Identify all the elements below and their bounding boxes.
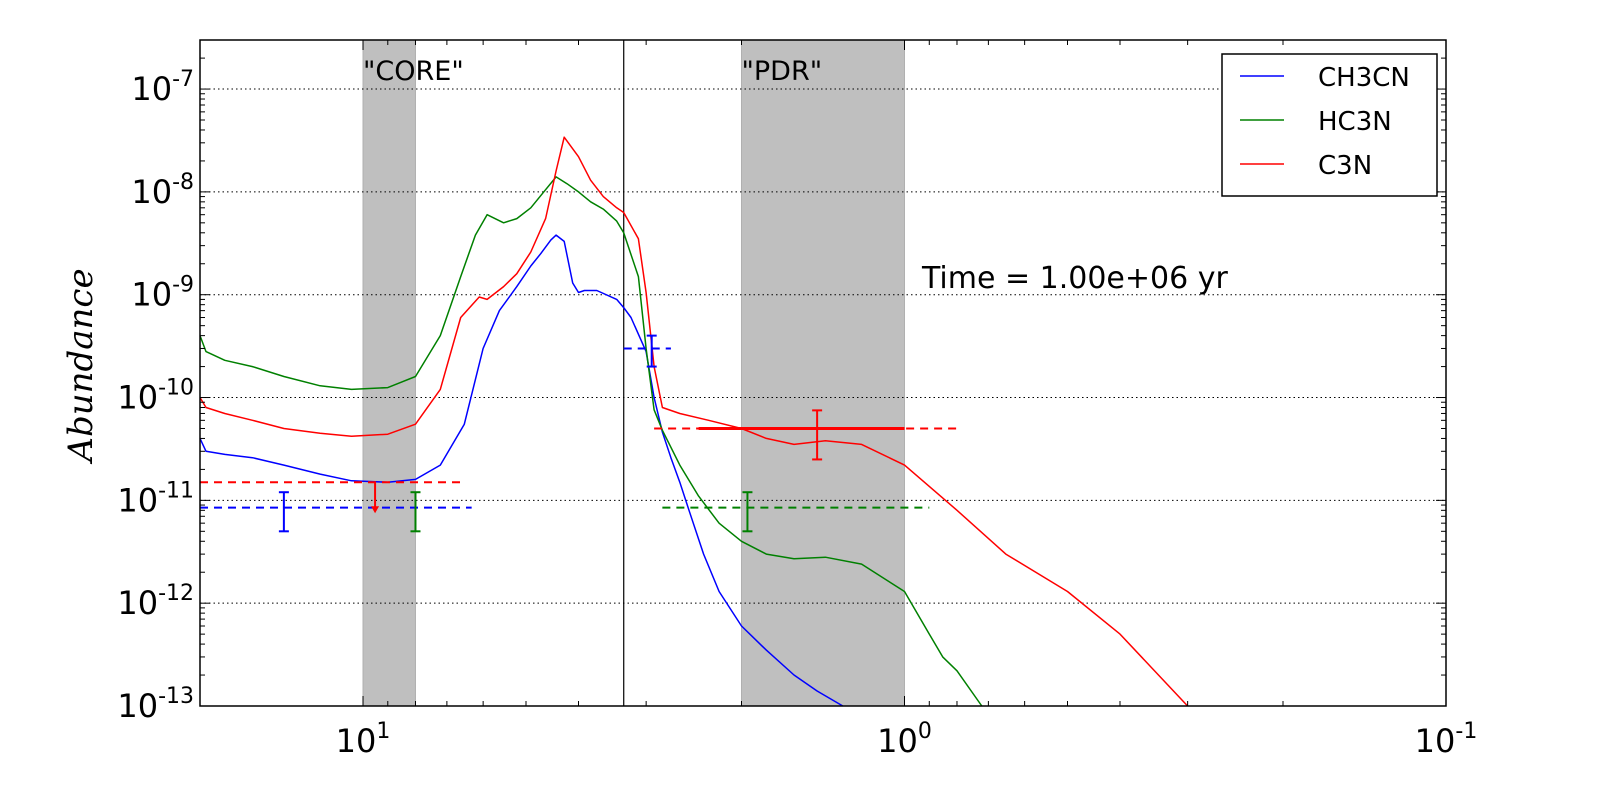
x-tick-label: 100 xyxy=(877,719,932,760)
legend-box xyxy=(1221,53,1438,197)
legend-label-c3n: C3N xyxy=(1318,151,1372,181)
band-label: "CORE" xyxy=(363,56,464,87)
shaded-band xyxy=(363,40,416,706)
x-tick-label: 10-1 xyxy=(1415,719,1478,760)
y-tick-label: 10-12 xyxy=(117,581,194,622)
observation-hc3n xyxy=(662,491,930,533)
observation-hc3n xyxy=(410,491,421,533)
y-tick-label: 10-10 xyxy=(117,376,194,417)
tick-labels: 10-7 10-8 10-9 10-10 10-11 10-12 10-13 101 100 10… xyxy=(117,67,1477,760)
series-line-ch3cn xyxy=(199,234,844,707)
y-axis-label: Abundance xyxy=(61,268,101,464)
series-line-hc3n xyxy=(199,176,983,707)
legend-label-hc3n: HC3N xyxy=(1318,107,1392,137)
y-tick-label: 10-8 xyxy=(131,170,194,211)
band-label: "PDR" xyxy=(741,56,822,87)
shaded-band xyxy=(741,40,905,706)
y-tick-label: 10-7 xyxy=(131,67,194,108)
upper-limit-arrowhead xyxy=(371,506,380,514)
y-tick-label: 10-11 xyxy=(117,478,194,519)
y-tick-label: 10-9 xyxy=(131,273,194,314)
observation-ch3cn xyxy=(623,334,671,368)
observation-ch3cn xyxy=(200,491,472,533)
observation-c3n xyxy=(200,481,461,514)
observations xyxy=(200,334,957,533)
y-tick-label: 10-13 xyxy=(117,684,194,725)
series-line-c3n xyxy=(199,136,1189,707)
plot-frame xyxy=(199,39,1447,707)
time-annotation: Time = 1.00e+06 yr xyxy=(921,261,1228,296)
shaded-bands: "CORE" "PDR" xyxy=(362,40,906,706)
axes-frame xyxy=(199,39,1447,707)
legend: CH3CN HC3N C3N xyxy=(1221,53,1438,197)
grid-lines xyxy=(200,88,1446,604)
legend-label-ch3cn: CH3CN xyxy=(1318,63,1410,93)
x-tick-label: 101 xyxy=(336,719,391,760)
series-lines xyxy=(199,136,1189,707)
observation-c3n xyxy=(654,409,957,461)
